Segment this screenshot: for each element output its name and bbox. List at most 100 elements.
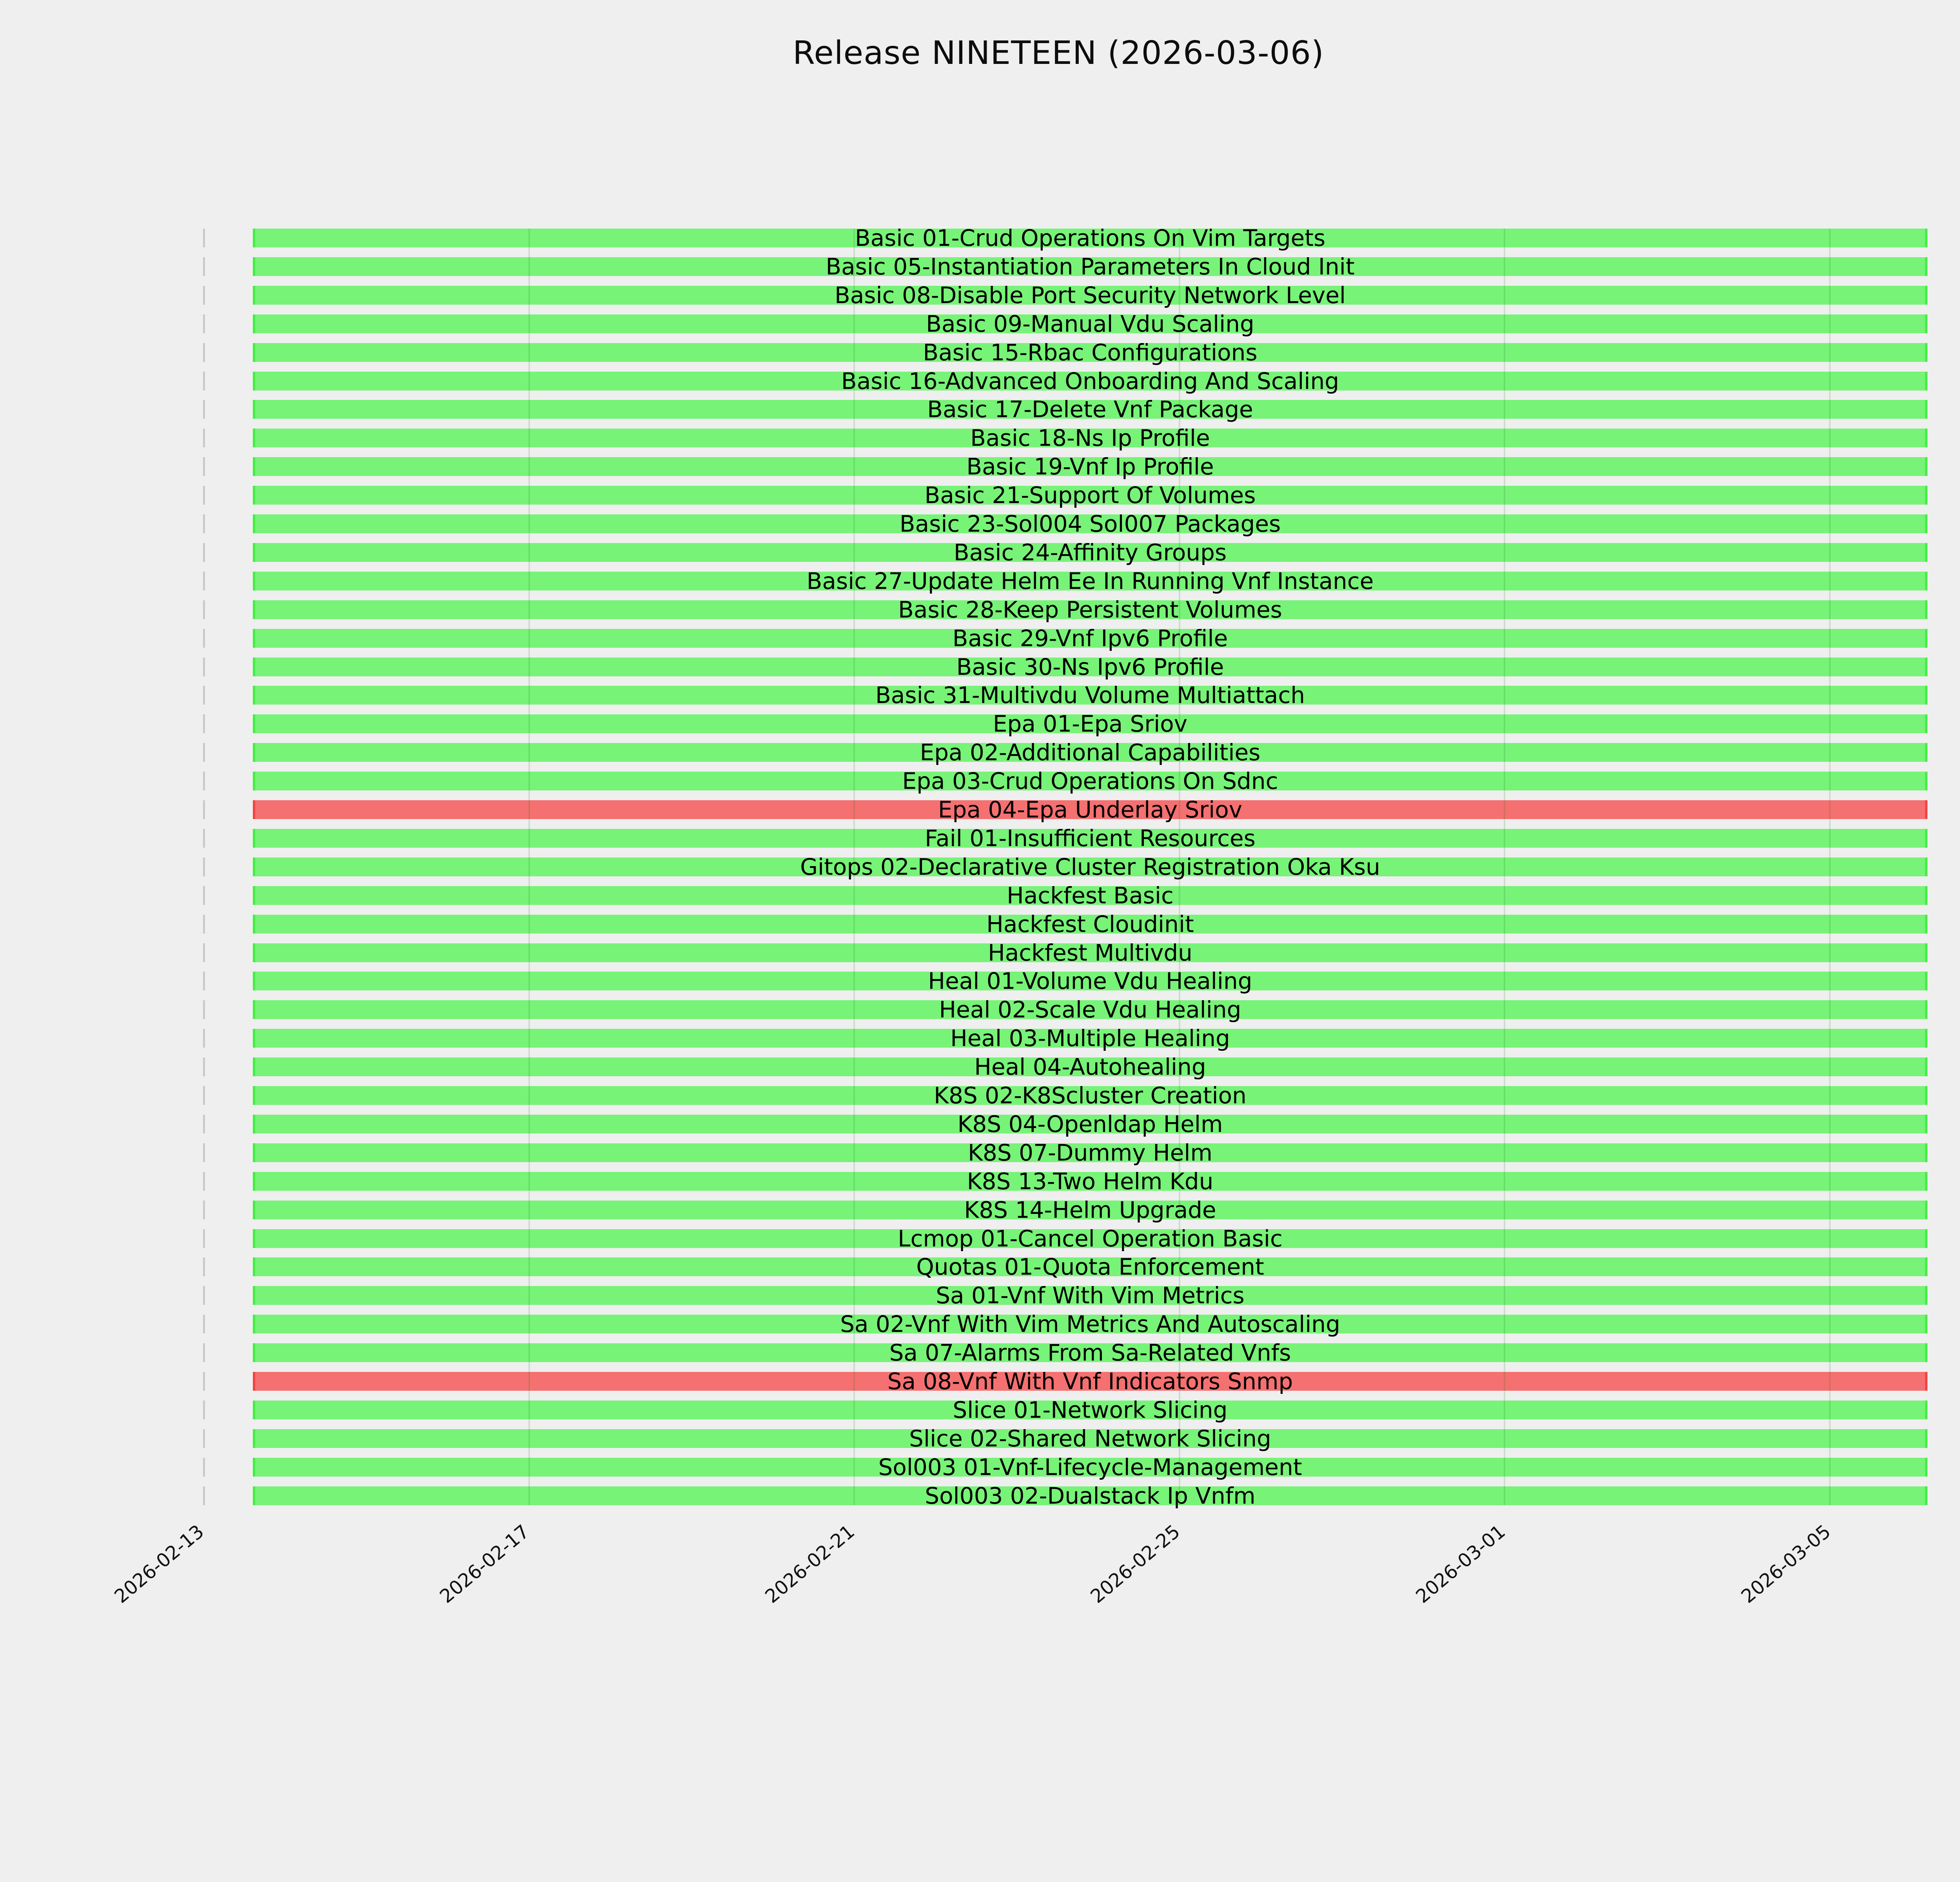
gantt-bar-label: Hackfest Multivdu xyxy=(988,939,1192,966)
row-guide-dash xyxy=(203,857,205,876)
gantt-bar: Sol003 02-Dualstack Ip Vnfm xyxy=(253,1482,1927,1509)
row-guide-dash xyxy=(203,1257,205,1277)
row-guide-dash xyxy=(203,972,205,991)
gantt-bar-label: Epa 01-Epa Sriov xyxy=(993,710,1188,738)
gantt-bar: Gitops 02-Declarative Cluster Registrati… xyxy=(253,853,1927,880)
gantt-bar-label: Basic 16-Advanced Onboarding And Scaling xyxy=(841,367,1339,394)
row-guide-dash xyxy=(203,1457,205,1477)
gantt-bar: Basic 31-Multivdu Volume Multiattach xyxy=(253,682,1927,709)
x-tick-label: 2026-02-13 xyxy=(110,1520,208,1608)
gantt-bar-label: Basic 23-Sol004 Sol007 Packages xyxy=(899,510,1281,537)
gantt-bar: Epa 02-Additional Capabilities xyxy=(253,739,1927,766)
gantt-bar-label: Basic 05-Instantiation Parameters In Clo… xyxy=(826,253,1355,280)
row-guide-dash xyxy=(203,457,205,476)
row-guide-dash xyxy=(203,1286,205,1305)
gantt-bar: Epa 01-Epa Sriov xyxy=(253,710,1927,738)
x-tick-label: 2026-03-01 xyxy=(1412,1520,1510,1608)
gantt-bar-label: Gitops 02-Declarative Cluster Registrati… xyxy=(800,853,1380,880)
gridline xyxy=(1504,229,1505,1505)
row-guide-dash xyxy=(203,486,205,505)
row-guide-dash xyxy=(203,886,205,905)
gantt-bar: Sa 08-Vnf With Vnf Indicators Snmp xyxy=(253,1368,1927,1395)
gantt-bar-label: Hackfest Cloudinit xyxy=(986,910,1194,937)
gantt-bar-label: Basic 08-Disable Port Security Network L… xyxy=(834,282,1346,309)
gantt-bar: K8S 04-Openldap Helm xyxy=(253,1110,1927,1137)
row-guide-dash xyxy=(203,1229,205,1248)
gantt-bar: Hackfest Cloudinit xyxy=(253,910,1927,937)
gantt-bar-label: Slice 02-Shared Network Slicing xyxy=(909,1425,1271,1452)
row-guide-dash xyxy=(203,1315,205,1334)
gantt-bar: Epa 04-Epa Underlay Sriov xyxy=(253,796,1927,823)
chart-title: Release NINETEEN (2026-03-06) xyxy=(793,35,1324,72)
row-guide-dash xyxy=(203,400,205,419)
gantt-bar: Slice 02-Shared Network Slicing xyxy=(253,1425,1927,1452)
gantt-bar: Epa 03-Crud Operations On Sdnc xyxy=(253,768,1927,795)
row-guide-dash xyxy=(203,571,205,590)
gantt-bar-label: K8S 13-Two Helm Kdu xyxy=(967,1168,1214,1195)
gantt-bar: Basic 27-Update Helm Ee In Running Vnf I… xyxy=(253,567,1927,594)
gantt-bar-label: Basic 27-Update Helm Ee In Running Vnf I… xyxy=(806,567,1374,594)
gantt-bar: Heal 04-Autohealing xyxy=(253,1054,1927,1081)
gantt-bar-label: Heal 04-Autohealing xyxy=(974,1054,1206,1081)
gridline xyxy=(1179,229,1180,1505)
gantt-bar-label: K8S 02-K8Scluster Creation xyxy=(934,1082,1247,1109)
gantt-bar-label: Basic 17-Delete Vnf Package xyxy=(927,396,1253,423)
gantt-bar-label: Heal 02-Scale Vdu Healing xyxy=(939,996,1241,1023)
row-guide-dash xyxy=(203,543,205,562)
row-guide-dash xyxy=(203,1372,205,1391)
gantt-bar: Basic 15-Rbac Configurations xyxy=(253,341,1927,364)
gantt-bar-label: Fail 01-Insufficient Resources xyxy=(925,825,1256,852)
gantt-bar-label: K8S 07-Dummy Helm xyxy=(967,1139,1212,1166)
gantt-bar: Heal 03-Multiple Healing xyxy=(253,1027,1927,1050)
gantt-bar-label: Basic 29-Vnf Ipv6 Profile xyxy=(952,625,1228,652)
row-guide-dash xyxy=(203,1429,205,1448)
gantt-bar-label: Epa 02-Additional Capabilities xyxy=(920,739,1261,766)
gantt-bar-label: Basic 31-Multivdu Volume Multiattach xyxy=(875,682,1305,709)
x-tick-label: 2026-02-17 xyxy=(436,1520,534,1608)
gantt-bar: Basic 01-Crud Operations On Vim Targets xyxy=(253,227,1927,249)
gantt-bar-label: Epa 04-Epa Underlay Sriov xyxy=(938,796,1243,823)
row-guide-dash xyxy=(203,1029,205,1048)
gantt-bar-label: Hackfest Basic xyxy=(1007,882,1174,909)
row-guide-dash xyxy=(203,285,205,305)
gantt-bar: Basic 17-Delete Vnf Package xyxy=(253,396,1927,423)
gantt-bar: Lcmop 01-Cancel Operation Basic xyxy=(253,1227,1927,1250)
gantt-bar: Basic 18-Ns Ip Profile xyxy=(253,427,1927,449)
row-guide-dash xyxy=(203,314,205,333)
gantt-bar-label: Basic 21-Support Of Volumes xyxy=(924,482,1256,509)
gantt-bar-label: Slice 01-Network Slicing xyxy=(953,1396,1228,1423)
gantt-bar: Heal 02-Scale Vdu Healing xyxy=(253,996,1927,1023)
gantt-bar-label: Sa 07-Alarms From Sa-Related Vnfs xyxy=(889,1339,1291,1366)
row-guide-dash xyxy=(203,514,205,533)
gantt-bar-label: K8S 04-Openldap Helm xyxy=(957,1110,1223,1137)
gantt-bar: Heal 01-Volume Vdu Healing xyxy=(253,970,1927,992)
gantt-bar-label: Basic 19-Vnf Ip Profile xyxy=(966,453,1214,480)
gantt-bar-label: Epa 03-Crud Operations On Sdnc xyxy=(902,768,1278,795)
x-tick-label: 2026-02-25 xyxy=(1086,1520,1184,1608)
gantt-bar: Sa 01-Vnf With Vim Metrics xyxy=(253,1284,1927,1307)
gantt-bar-label: Sol003 02-Dualstack Ip Vnfm xyxy=(925,1482,1256,1509)
gantt-bar: Basic 24-Affinity Groups xyxy=(253,541,1927,564)
gantt-bar: Hackfest Basic xyxy=(253,882,1927,909)
row-guide-dash xyxy=(203,629,205,648)
row-guide-dash xyxy=(203,800,205,819)
gantt-bar-label: Sol003 01-Vnf-Lifecycle-Management xyxy=(878,1453,1302,1481)
gantt-bar: Fail 01-Insufficient Resources xyxy=(253,825,1927,852)
row-guide-dash xyxy=(203,1143,205,1162)
row-guide-dash xyxy=(203,657,205,676)
gantt-bar: Basic 28-Keep Persistent Volumes xyxy=(253,598,1927,621)
gantt-bar-label: K8S 14-Helm Upgrade xyxy=(964,1196,1216,1223)
gantt-bar: K8S 02-K8Scluster Creation xyxy=(253,1082,1927,1109)
gantt-bar: K8S 07-Dummy Helm xyxy=(253,1139,1927,1166)
gantt-bar-label: Sa 08-Vnf With Vnf Indicators Snmp xyxy=(887,1368,1293,1395)
gantt-bar: Hackfest Multivdu xyxy=(253,939,1927,966)
row-guide-dash xyxy=(203,1000,205,1019)
gantt-bar: Basic 21-Support Of Volumes xyxy=(253,482,1927,509)
row-guide-dash xyxy=(203,828,205,848)
gantt-bar: Basic 16-Advanced Onboarding And Scaling xyxy=(253,367,1927,394)
gantt-bar: K8S 14-Helm Upgrade xyxy=(253,1196,1927,1223)
gantt-bar-label: Sa 02-Vnf With Vim Metrics And Autoscali… xyxy=(840,1311,1340,1338)
gridline xyxy=(528,229,530,1505)
row-guide-dash xyxy=(203,229,205,247)
